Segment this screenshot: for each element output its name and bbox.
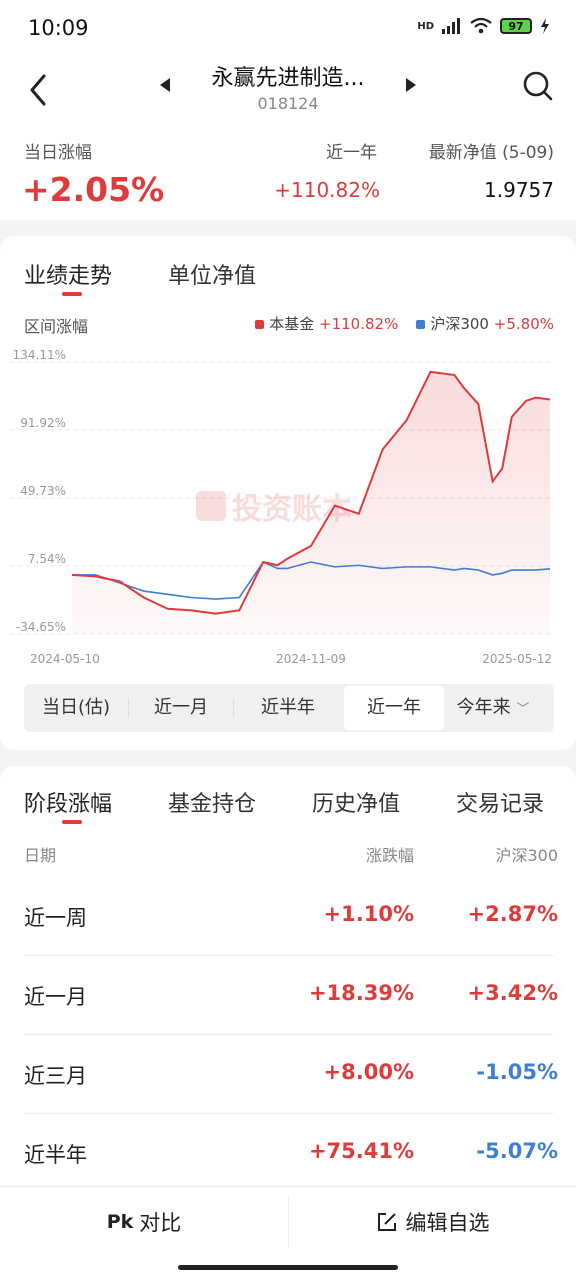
row-fund-change: +8.00% xyxy=(323,1060,414,1084)
tab-unit-nav[interactable]: 单位净值 xyxy=(168,264,257,289)
tab-indicator xyxy=(62,292,82,296)
row-label: 近半年 xyxy=(24,1143,87,1167)
row-index-change: +2.87% xyxy=(467,902,558,926)
row-index-change: -5.07% xyxy=(476,1139,558,1163)
status-time: 10:09 xyxy=(28,16,89,40)
performance-chart: 134.11% 91.92% 49.73% 7.54% -34.65% 2024-05-1… xyxy=(10,348,552,666)
divider xyxy=(288,1196,289,1248)
compare-button[interactable]: Pk 对比 xyxy=(0,1186,288,1258)
col-change: 涨跌幅 xyxy=(365,846,414,865)
tab-performance[interactable]: 业绩走势 xyxy=(24,264,113,289)
year-change-label: 近一年 xyxy=(326,143,377,163)
wifi-icon xyxy=(470,18,492,34)
prev-fund-icon[interactable] xyxy=(160,78,170,92)
nav-label: 最新净值 (5-09) xyxy=(428,143,554,163)
edit-watchlist-button[interactable]: 编辑自选 xyxy=(289,1186,576,1258)
range-today[interactable]: 当日(估) xyxy=(41,697,111,718)
chevron-down-icon: ﹀ xyxy=(516,702,530,717)
row-fund-change: +1.10% xyxy=(323,902,414,926)
range-ytd-label: 今年来 xyxy=(456,697,511,718)
status-icons: HD 97 xyxy=(417,18,550,34)
next-fund-icon[interactable] xyxy=(406,78,416,92)
fund-area xyxy=(72,371,550,634)
divider xyxy=(233,698,234,718)
tab-indicator xyxy=(62,820,82,824)
chart-legend: 本基金 +110.82% 沪深300 +5.80% xyxy=(255,313,554,334)
range-selector: 当日(估) 近一月 近半年 近一年 今年来 ﹀ xyxy=(24,684,554,732)
range-ytd[interactable]: 今年来 ﹀ xyxy=(448,684,538,732)
nav-value: 1.9757 xyxy=(484,178,554,202)
back-icon[interactable] xyxy=(22,70,62,110)
row-label: 近一月 xyxy=(24,985,87,1009)
battery-icon: 97 xyxy=(500,18,532,34)
y-tick-label: 134.11% xyxy=(13,348,66,362)
col-index: 沪深300 xyxy=(495,846,558,865)
charging-icon xyxy=(541,18,549,34)
row-label: 近一周 xyxy=(24,906,87,930)
range-1y[interactable]: 近一年 xyxy=(344,686,444,730)
row-index-change: +3.42% xyxy=(467,981,558,1005)
y-tick-label: 91.92% xyxy=(20,416,66,430)
y-tick-label: 49.73% xyxy=(20,484,66,498)
fund-code: 018124 xyxy=(257,94,319,113)
tab-holdings[interactable]: 基金持仓 xyxy=(168,792,257,817)
header xyxy=(0,56,576,220)
signal-icon xyxy=(442,18,460,34)
year-change-value: +110.82% xyxy=(274,178,380,202)
compare-label: 对比 xyxy=(139,1211,182,1235)
edit-label: 编辑自选 xyxy=(405,1211,490,1235)
fund-title: 永赢先进制造... xyxy=(211,66,365,91)
x-tick-label: 2024-11-09 xyxy=(276,652,346,666)
divider xyxy=(24,1034,554,1035)
daily-change-value: +2.05% xyxy=(22,170,165,209)
series-line-fund xyxy=(71,370,551,615)
pk-icon: Pk xyxy=(106,1211,134,1233)
divider xyxy=(24,955,554,956)
watermark-logo-icon xyxy=(196,491,226,521)
legend-fund: 本基金 +110.82% xyxy=(255,313,398,334)
network-label: HD xyxy=(417,20,434,32)
x-tick-label: 2025-05-12 xyxy=(482,652,552,666)
range-6m[interactable]: 近半年 xyxy=(261,697,315,718)
row-index-change: -1.05% xyxy=(476,1060,558,1084)
home-indicator[interactable] xyxy=(178,1265,398,1270)
edit-icon xyxy=(377,1213,396,1231)
row-fund-change: +75.41% xyxy=(308,1139,414,1163)
status-bar xyxy=(0,0,576,56)
row-label: 近三月 xyxy=(24,1064,87,1088)
row-fund-change: +18.39% xyxy=(308,981,414,1005)
watermark: 投资账本 xyxy=(196,484,352,528)
range-change-label: 区间涨幅 xyxy=(24,317,89,336)
y-tick-label: 7.54% xyxy=(28,552,66,566)
tab-history-nav[interactable]: 历史净值 xyxy=(312,792,401,817)
series-line-index xyxy=(72,561,551,600)
y-tick-label: -34.65% xyxy=(16,620,66,634)
tab-stage-change[interactable]: 阶段涨幅 xyxy=(24,792,113,817)
stage-performance-card xyxy=(0,766,576,1206)
range-1m[interactable]: 近一月 xyxy=(154,697,208,718)
search-icon[interactable] xyxy=(522,70,554,102)
divider xyxy=(24,1113,554,1114)
daily-change-label: 当日涨幅 xyxy=(24,143,92,163)
col-date: 日期 xyxy=(24,846,57,865)
x-tick-label: 2024-05-10 xyxy=(30,652,100,666)
legend-index: 沪深300 +5.80% xyxy=(416,313,554,334)
divider xyxy=(128,698,129,718)
tab-transactions[interactable]: 交易记录 xyxy=(456,792,545,817)
